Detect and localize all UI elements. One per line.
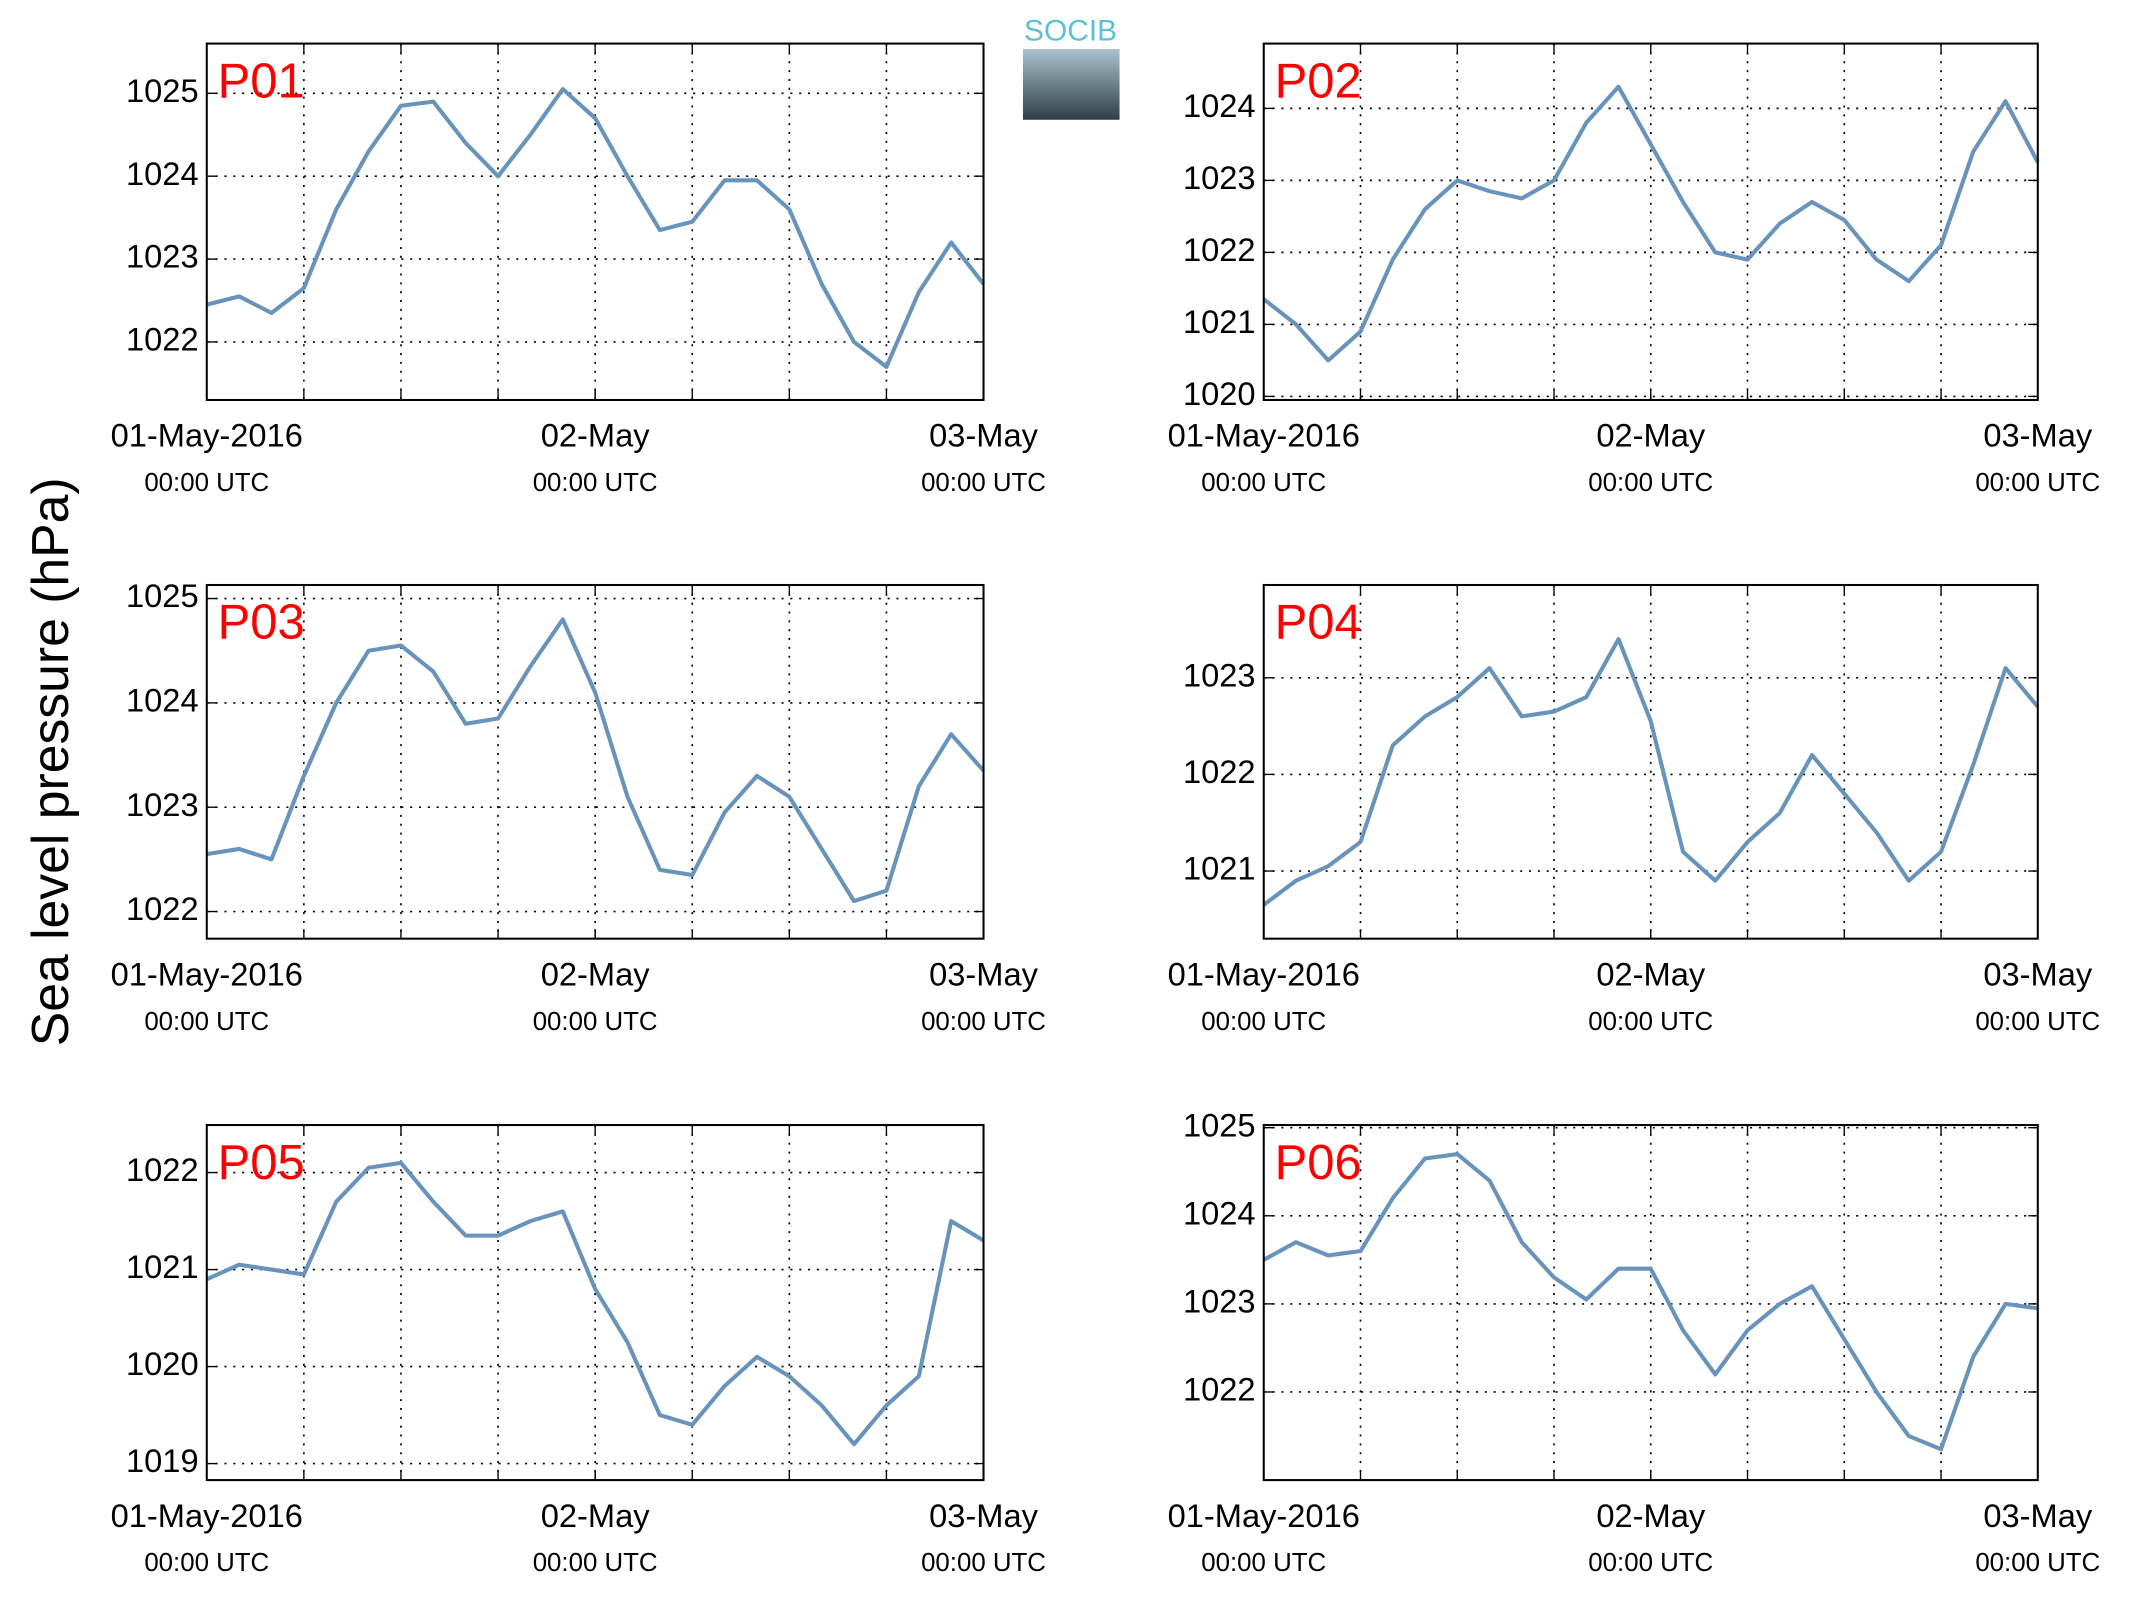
y-tick-label: 1023 bbox=[126, 786, 199, 823]
x-tick-label: 02-May bbox=[1596, 1497, 1705, 1534]
y-tick-label: 1022 bbox=[1183, 231, 1256, 268]
panel-label: P02 bbox=[1275, 54, 1362, 108]
panel-label: P05 bbox=[218, 1136, 305, 1190]
data-line bbox=[206, 617, 986, 904]
y-tick-label: 1024 bbox=[126, 682, 199, 719]
x-tick-label: 03-May bbox=[929, 1497, 1038, 1534]
y-tick-label: 1024 bbox=[1183, 87, 1256, 124]
y-tick-label: 1022 bbox=[126, 1151, 199, 1188]
x-tick-sublabel: 00:00 UTC bbox=[1201, 1008, 1326, 1036]
y-tick-label: 1019 bbox=[126, 1442, 199, 1479]
chart-panel: 1022 1023 1024 1025 01-May-2016 00:00 UTC 02-M… bbox=[111, 577, 1046, 1036]
y-tick-label: 1024 bbox=[1183, 1194, 1256, 1231]
panel-label: P06 bbox=[1275, 1136, 1362, 1190]
x-tick-sublabel: 00:00 UTC bbox=[144, 469, 269, 497]
y-tick-label: 1020 bbox=[126, 1345, 199, 1382]
x-tick-label: 01-May-2016 bbox=[111, 417, 303, 454]
y-tick-label: 1021 bbox=[1183, 303, 1256, 340]
y-tick-label: 1021 bbox=[126, 1248, 199, 1285]
data-line bbox=[1262, 637, 2040, 907]
x-tick-label: 02-May bbox=[541, 1497, 650, 1534]
logo-text: SOCIB bbox=[1024, 15, 1117, 48]
x-tick-label: 02-May bbox=[1596, 417, 1705, 454]
chart-panel: 1019 1020 1021 1022 01-May-2016 00:00 UTC 02-M… bbox=[111, 1124, 1046, 1577]
x-tick-sublabel: 00:00 UTC bbox=[921, 1008, 1046, 1036]
x-tick-sublabel: 00:00 UTC bbox=[1588, 469, 1713, 497]
x-tick-label: 01-May-2016 bbox=[1168, 1497, 1360, 1534]
y-tick-label: 1023 bbox=[126, 238, 199, 275]
panel-label: P01 bbox=[218, 54, 305, 108]
x-tick-sublabel: 00:00 UTC bbox=[144, 1549, 269, 1577]
x-tick-sublabel: 00:00 UTC bbox=[1975, 1549, 2100, 1577]
x-tick-sublabel: 00:00 UTC bbox=[533, 469, 658, 497]
data-line bbox=[206, 87, 986, 369]
x-tick-label: 01-May-2016 bbox=[1168, 955, 1360, 992]
x-tick-sublabel: 00:00 UTC bbox=[533, 1549, 658, 1577]
x-tick-label: 03-May bbox=[1983, 417, 2092, 454]
y-tick-label: 1022 bbox=[126, 890, 199, 927]
chart-panel: 1022 1023 1024 1025 01-May-2016 00:00 UTC 02-M… bbox=[1168, 1106, 2101, 1577]
chart-panel: 1021 1022 1023 01-May-2016 00:00 UTC 02-May 00… bbox=[1168, 583, 2100, 1036]
plot-frame bbox=[205, 583, 985, 940]
x-tick-sublabel: 00:00 UTC bbox=[1588, 1549, 1713, 1577]
logo: SOCIB bbox=[1022, 15, 1120, 120]
data-line bbox=[1262, 84, 2040, 363]
panel-label: P03 bbox=[218, 596, 305, 650]
x-tick-sublabel: 00:00 UTC bbox=[1201, 469, 1326, 497]
plot-frame bbox=[1262, 42, 2039, 402]
x-tick-label: 01-May-2016 bbox=[1168, 417, 1360, 454]
y-tick-label: 1023 bbox=[1183, 159, 1256, 196]
x-tick-label: 02-May bbox=[1596, 955, 1705, 992]
x-tick-sublabel: 00:00 UTC bbox=[144, 1008, 269, 1036]
y-tick-label: 1025 bbox=[126, 72, 199, 109]
x-tick-label: 01-May-2016 bbox=[111, 1497, 303, 1534]
x-tick-sublabel: 00:00 UTC bbox=[1975, 469, 2100, 497]
x-tick-sublabel: 00:00 UTC bbox=[1588, 1008, 1713, 1036]
y-tick-label: 1022 bbox=[1183, 1371, 1256, 1408]
plot-frame bbox=[205, 1124, 985, 1482]
data-line bbox=[1262, 1152, 2039, 1452]
x-tick-sublabel: 00:00 UTC bbox=[921, 1549, 1046, 1577]
x-tick-label: 01-May-2016 bbox=[111, 955, 303, 992]
y-tick-label: 1023 bbox=[1183, 1283, 1256, 1320]
plot-frame bbox=[1262, 1124, 2039, 1482]
y-tick-label: 1021 bbox=[1183, 850, 1256, 887]
y-tick-label: 1023 bbox=[1183, 656, 1256, 693]
x-tick-sublabel: 00:00 UTC bbox=[1201, 1549, 1326, 1577]
chart-panel: 1022 1023 1024 1025 01-May-2016 00:00 UTC 02-M… bbox=[111, 42, 1046, 497]
y-tick-label: 1020 bbox=[1183, 375, 1256, 412]
logo-box bbox=[1022, 49, 1120, 120]
y-tick-label: 1025 bbox=[1183, 1106, 1256, 1143]
panel-label: P04 bbox=[1275, 596, 1362, 650]
x-tick-sublabel: 00:00 UTC bbox=[921, 469, 1046, 497]
x-tick-label: 02-May bbox=[541, 417, 650, 454]
y-tick-label: 1024 bbox=[126, 155, 199, 192]
plot-frame bbox=[1262, 583, 2039, 940]
x-tick-label: 03-May bbox=[929, 417, 1038, 454]
x-tick-label: 03-May bbox=[1983, 955, 2092, 992]
x-tick-sublabel: 00:00 UTC bbox=[1975, 1008, 2100, 1036]
y-tick-label: 1022 bbox=[1183, 753, 1256, 790]
y-tick-label: 1025 bbox=[126, 577, 199, 614]
x-tick-sublabel: 00:00 UTC bbox=[533, 1008, 658, 1036]
plot-frame bbox=[205, 42, 985, 402]
y-axis-label: Sea level pressure (hPa) bbox=[21, 477, 79, 1046]
x-tick-label: 03-May bbox=[1983, 1497, 2092, 1534]
chart-panel: 1020 1021 1022 1023 1024 01-May-2016 00:00 UTC… bbox=[1168, 42, 2100, 497]
x-tick-label: 02-May bbox=[541, 955, 650, 992]
x-tick-label: 03-May bbox=[929, 955, 1038, 992]
y-tick-label: 1022 bbox=[126, 321, 199, 358]
data-line bbox=[205, 1160, 985, 1447]
